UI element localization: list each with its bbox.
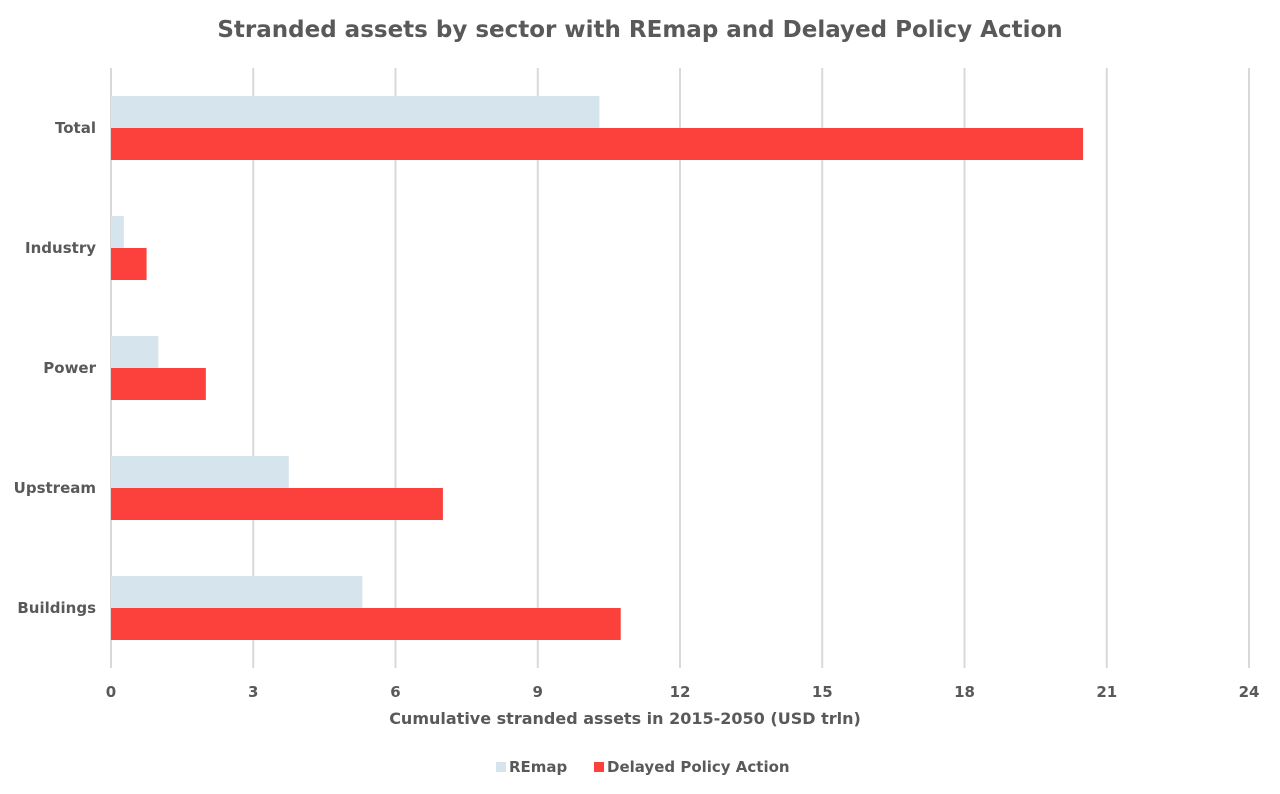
bar-remap-industry	[111, 216, 124, 248]
x-tick-label: 18	[954, 683, 975, 701]
bar-delayed-policy-action-buildings	[111, 608, 621, 640]
y-tick-label: Total	[55, 119, 96, 137]
x-tick-label: 6	[390, 683, 400, 701]
chart-title: Stranded assets by sector with REmap and…	[217, 17, 1062, 43]
bar-remap-power	[111, 336, 159, 368]
x-tick-label: 3	[248, 683, 258, 701]
bar-delayed-policy-action-total	[111, 128, 1084, 160]
bar-remap-buildings	[111, 576, 363, 608]
legend-swatch	[496, 762, 506, 772]
bar-delayed-policy-action-upstream	[111, 488, 443, 520]
y-tick-label: Buildings	[17, 599, 96, 617]
x-tick-label: 12	[670, 683, 691, 701]
bar-remap-total	[111, 96, 600, 128]
y-tick-label: Power	[43, 359, 96, 377]
bar-delayed-policy-action-industry	[111, 248, 147, 280]
x-tick-label: 9	[533, 683, 543, 701]
x-tick-label: 0	[106, 683, 116, 701]
x-tick-label: 24	[1239, 683, 1260, 701]
legend: REmap Delayed Policy Action	[496, 758, 790, 776]
bar-delayed-policy-action-power	[111, 368, 206, 400]
x-tick-label: 21	[1096, 683, 1117, 701]
y-tick-label: Upstream	[14, 479, 96, 497]
bar-remap-upstream	[111, 456, 289, 488]
legend-swatch	[594, 762, 604, 772]
y-tick-label: Industry	[25, 239, 96, 257]
legend-label: REmap	[509, 758, 568, 776]
legend-label: Delayed Policy Action	[607, 758, 790, 776]
x-tick-label: 15	[812, 683, 833, 701]
x-axis-label: Cumulative stranded assets in 2015-2050 …	[389, 709, 861, 728]
